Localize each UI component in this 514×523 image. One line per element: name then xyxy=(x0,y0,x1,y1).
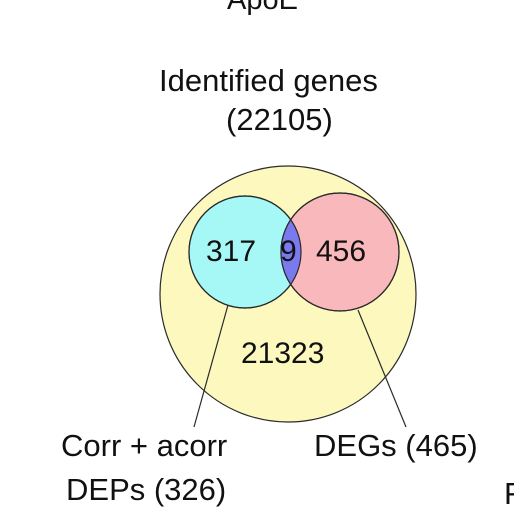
identified-genes-label: Identified genes xyxy=(159,63,378,98)
degs-circle-outline xyxy=(280,192,400,312)
panel-letter-fragment: F xyxy=(504,476,514,511)
deps-leader-line xyxy=(193,304,229,428)
degs-only-count: 456 xyxy=(316,235,367,268)
outside-count: 21323 xyxy=(241,337,325,370)
deps-circle-outline xyxy=(188,195,302,309)
identified-genes-count: (22105) xyxy=(226,102,333,137)
degs-callout: DEGs (465) xyxy=(314,428,478,463)
overlap-count: 9 xyxy=(280,235,297,268)
deps-callout-line1: Corr + acorr xyxy=(61,428,228,463)
deps-only-count: 317 xyxy=(206,235,257,268)
figure-title: ApoE xyxy=(227,0,298,16)
degs-leader-line xyxy=(357,309,407,428)
deps-callout-line2: DEPs (326) xyxy=(66,472,227,507)
